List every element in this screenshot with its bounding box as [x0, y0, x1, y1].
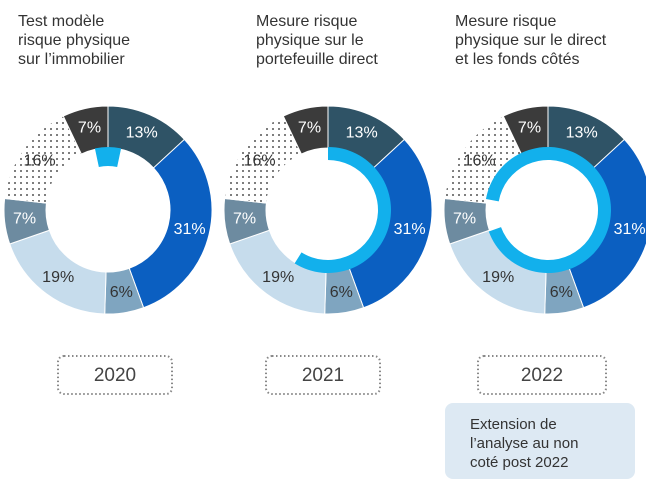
coverage-ring: [294, 147, 391, 273]
data-label: 19%: [262, 269, 294, 286]
data-label: 19%: [42, 269, 74, 286]
coverage-ring: [485, 146, 612, 273]
data-label: 13%: [566, 124, 598, 141]
chart-title: et les fonds côtés: [455, 51, 580, 68]
year-box: [57, 355, 173, 395]
chart-title: sur l’immobilier: [18, 51, 125, 68]
data-label: 19%: [482, 269, 514, 286]
data-label: 13%: [346, 124, 378, 141]
data-label: 6%: [110, 284, 133, 301]
year-label: 2021: [302, 365, 344, 386]
year-box: [265, 355, 381, 395]
data-label: 16%: [24, 152, 56, 169]
chart-title: Mesure risque: [455, 13, 556, 30]
donut-segment: [62, 105, 109, 155]
chart-title: physique sur le: [256, 32, 364, 49]
year-label: 2020: [94, 365, 136, 386]
data-label: 7%: [298, 119, 321, 136]
data-label: 7%: [78, 119, 101, 136]
note-text: Extension de: [470, 416, 557, 433]
data-label: 6%: [330, 284, 353, 301]
note-box: [445, 403, 635, 479]
note-text: l’analyse au non: [470, 435, 578, 452]
note-text: coté post 2022: [470, 454, 568, 471]
donut-segment: [282, 105, 329, 155]
data-label: 31%: [394, 221, 426, 238]
data-label: 31%: [614, 221, 646, 238]
data-label: 16%: [464, 152, 496, 169]
data-label: 7%: [518, 119, 541, 136]
chart-title: risque physique: [18, 32, 130, 49]
data-label: 7%: [233, 211, 256, 228]
data-label: 6%: [550, 284, 573, 301]
data-label: 31%: [174, 221, 206, 238]
data-label: 7%: [13, 211, 36, 228]
donut-segment: [128, 138, 213, 309]
data-label: 16%: [244, 152, 276, 169]
chart-title: physique sur le direct: [455, 32, 607, 49]
data-label: 7%: [453, 211, 476, 228]
year-label: 2022: [521, 365, 563, 386]
chart-title: Mesure risque: [256, 13, 357, 30]
chart-title: portefeuille direct: [256, 51, 378, 68]
chart-title: Test modèle: [18, 13, 104, 30]
data-label: 13%: [126, 124, 158, 141]
coverage-ring: [94, 146, 122, 167]
